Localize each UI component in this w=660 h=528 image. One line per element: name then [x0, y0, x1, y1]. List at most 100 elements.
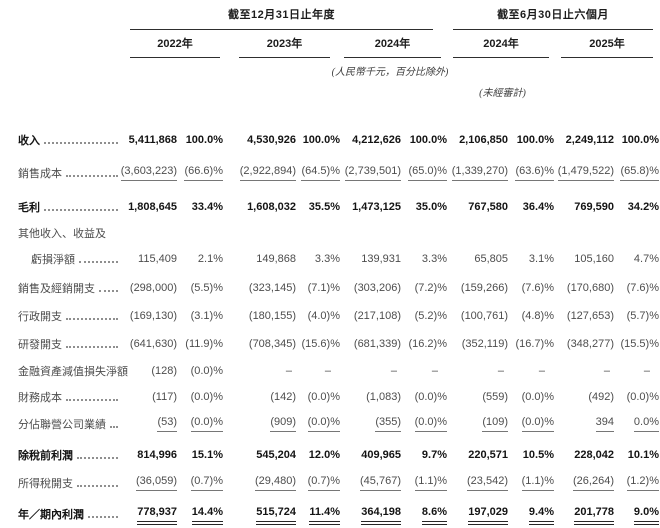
value-text: – [603, 364, 610, 377]
percent-cell: 15.1% [177, 449, 223, 462]
value-cell: 545,204 [223, 449, 296, 462]
row-label-text: 分佔聯營公司業績 [18, 419, 106, 431]
percent-text: (5.5)% [190, 281, 223, 294]
value-text: (681,339) [353, 337, 401, 350]
percent-text: (66.6)% [184, 165, 223, 181]
dotted-leader [77, 455, 118, 459]
percent-cell: 8.6% [401, 506, 448, 525]
percent-text: (65.0)% [408, 165, 447, 181]
percent-cell: (66.6)% [177, 165, 223, 181]
percent-cell: 36.4% [508, 201, 554, 214]
row-label: 年／期內利潤 [18, 506, 121, 522]
percent-text: (16.2)% [408, 337, 447, 350]
value-cell: 65,805 [447, 253, 508, 266]
percent-text: (7.6)% [521, 281, 554, 294]
percent-cell: (64.5)% [296, 165, 340, 181]
year-column-header-2024-interim: 2024年 [453, 35, 549, 58]
dotted-leader [99, 288, 118, 292]
percent-cell: 10.5% [508, 449, 554, 462]
percent-text: – [643, 364, 650, 377]
percent-cell: 100.0% [614, 134, 659, 147]
value-text: 515,724 [256, 506, 296, 525]
percent-text: 33.4% [191, 200, 223, 213]
value-cell: (128) [121, 365, 177, 378]
value-text: 4,212,626 [352, 133, 401, 146]
percent-text: (15.5)% [620, 337, 659, 350]
percent-text: 35.0% [415, 200, 447, 213]
percent-cell: 0.0% [614, 416, 659, 432]
row-label: 行政開支 [18, 308, 121, 324]
dotted-leader [66, 397, 118, 401]
value-text: (23,542) [467, 475, 508, 491]
value-text: (708,345) [248, 337, 296, 350]
dotted-leader [44, 140, 118, 144]
dotted-leader [79, 259, 118, 263]
value-text: 149,868 [256, 252, 296, 265]
value-cell: 769,590 [554, 201, 614, 214]
value-cell: 409,965 [340, 449, 401, 462]
percent-text: 12.0% [308, 448, 340, 461]
table-row: 行政開支 (169,130) (3.1)% (180,155) (4.0)% (217,1… [18, 302, 659, 330]
row-label: 研發開支 [18, 336, 121, 352]
value-cell: (352,119) [447, 338, 508, 351]
value-cell: 197,029 [447, 506, 508, 525]
row-label-text: 研發開支 [18, 339, 62, 351]
value-cell: (355) [340, 416, 401, 432]
value-text: (169,130) [129, 309, 177, 322]
value-cell: (681,339) [340, 338, 401, 351]
dotted-leader [44, 207, 118, 211]
dotted-leader [88, 514, 118, 518]
table-row: 財務成本 (117) (0.0)% (142) (0.0)% (1,083) (0.0)% (… [18, 384, 659, 410]
percent-text: 9.0% [633, 506, 660, 525]
dotted-leader [66, 316, 118, 320]
percent-cell: (0.0)% [508, 391, 554, 404]
row-label: 金融資產減值損失淨額 [18, 363, 128, 379]
value-cell: (1,479,522) [554, 165, 614, 181]
percent-text: 100.0% [409, 133, 447, 146]
percent-text: (1.2)% [626, 475, 659, 491]
value-text: (641,630) [129, 337, 177, 350]
value-text: (170,680) [566, 281, 614, 294]
value-text: 228,042 [574, 448, 614, 461]
value-cell: (45,767) [340, 475, 401, 491]
row-label: 財務成本 [18, 389, 121, 405]
percent-text: 34.2% [627, 200, 659, 213]
percent-text: 0.0% [633, 416, 659, 432]
dotted-leader [110, 424, 118, 428]
table-row: 研發開支 (641,630) (11.9)% (708,345) (15.6)% (681… [18, 330, 659, 358]
value-cell: 220,571 [447, 449, 508, 462]
percent-text: 14.4% [191, 506, 224, 525]
percent-cell: 35.5% [296, 201, 340, 214]
percent-cell: 2.1% [177, 253, 223, 266]
percent-text: (0.0)% [190, 416, 223, 432]
value-text: 814,996 [137, 448, 177, 461]
value-cell: (909) [223, 416, 296, 432]
percent-text: 9.4% [528, 506, 555, 525]
percent-text: (65.8)% [620, 165, 659, 181]
financial-table-body: 收入 5,411,868 100.0% 4,530,926 100.0% 4,212,62… [18, 110, 660, 528]
percent-cell: 100.0% [177, 134, 223, 147]
value-cell: 2,106,850 [447, 134, 508, 147]
percent-text: 100.0% [185, 133, 223, 146]
value-text: 4,530,926 [247, 133, 296, 146]
row-label-text: 財務成本 [18, 392, 62, 404]
period-group-interim: 截至6月30日止六個月 [453, 6, 653, 30]
percent-cell: (0.7)% [296, 475, 340, 491]
row-label-text: 收入 [18, 135, 40, 147]
percent-text: 3.3% [314, 252, 340, 265]
percent-cell: (0.0)% [401, 391, 447, 404]
value-text: 105,160 [574, 252, 614, 265]
percent-text: 2.1% [197, 252, 223, 265]
percent-cell: (65.0)% [401, 165, 447, 181]
percent-text: (0.0)% [626, 390, 659, 403]
value-text: 778,937 [137, 506, 177, 525]
percent-text: (5.7)% [626, 309, 659, 322]
row-label: 所得稅開支 [18, 475, 121, 491]
value-text: (217,108) [353, 309, 401, 322]
percent-text: 10.1% [627, 448, 659, 461]
percent-cell: (0.7)% [177, 475, 223, 491]
percent-text: 15.1% [191, 448, 223, 461]
value-cell: (2,922,894) [223, 165, 296, 181]
value-text: (36,059) [136, 475, 177, 491]
percent-cell: (0.0)% [296, 416, 340, 432]
